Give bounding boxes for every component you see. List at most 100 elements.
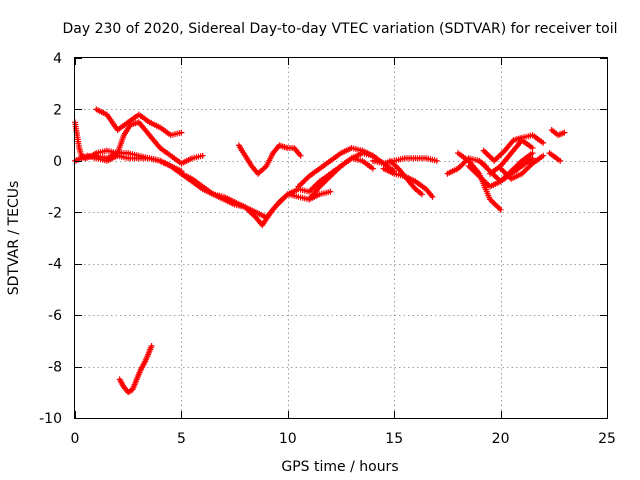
data-point	[297, 185, 300, 188]
data-point	[478, 175, 481, 178]
data-point	[318, 185, 321, 188]
data-point	[520, 139, 524, 142]
data-point	[180, 172, 183, 175]
x-axis-label: GPS time / hours	[281, 459, 398, 475]
data-point	[420, 193, 424, 196]
data-point	[265, 164, 268, 168]
data-point	[403, 175, 406, 178]
data-point	[212, 193, 215, 196]
data-point	[456, 151, 460, 155]
data-point	[86, 154, 90, 157]
data-point	[169, 154, 172, 157]
data-point	[371, 167, 375, 170]
y-axis-label: SDTVAR / TECUs	[6, 181, 22, 296]
y-tick-label: 2	[53, 102, 62, 118]
data-point	[350, 157, 353, 160]
series-arc-17	[480, 132, 547, 164]
data-point	[137, 121, 140, 124]
data-point	[382, 167, 385, 170]
data-point	[403, 157, 406, 160]
data-point	[122, 133, 126, 137]
data-point	[137, 157, 140, 160]
data-point	[520, 172, 524, 175]
data-point	[169, 164, 172, 168]
data-point	[435, 159, 438, 163]
data-point	[139, 367, 143, 371]
data-point	[148, 121, 151, 124]
series-arc-4	[93, 119, 206, 167]
x-tick-label: 20	[492, 431, 510, 447]
data-point	[414, 187, 417, 191]
data-point	[563, 131, 566, 134]
data-point	[361, 159, 364, 163]
data-point	[510, 177, 513, 181]
data-point	[531, 157, 534, 160]
data-point	[105, 157, 109, 160]
data-point	[318, 180, 321, 183]
data-point	[127, 121, 130, 124]
y-tick-label: -2	[48, 205, 62, 221]
data-point	[190, 177, 194, 181]
x-tick-label: 15	[385, 431, 403, 447]
series-arc-16	[465, 150, 536, 190]
data-point	[148, 133, 151, 137]
data-point	[78, 146, 81, 150]
data-point	[542, 154, 545, 157]
data-point	[127, 157, 130, 160]
data-point	[424, 157, 428, 160]
data-point	[158, 126, 162, 129]
data-point	[510, 151, 513, 155]
data-point	[556, 133, 560, 137]
data-point	[261, 223, 264, 227]
data-point	[244, 154, 247, 157]
series-arc-19	[497, 152, 547, 182]
data-point	[318, 193, 321, 196]
x-tick-label: 10	[279, 431, 297, 447]
data-point	[446, 172, 449, 175]
series-markers	[295, 145, 398, 190]
data-point	[371, 154, 375, 157]
plot-frame	[74, 57, 608, 419]
data-point	[158, 159, 162, 163]
data-point	[129, 123, 132, 127]
series-arc-9	[306, 155, 376, 203]
series-arc-12	[386, 157, 425, 198]
chart-title: Day 230 of 2020, Sidereal Day-to-day VTE…	[62, 21, 617, 37]
series-markers	[386, 157, 425, 198]
y-tick-labels: -10 -8 -6 -4 -2 0 2 4	[39, 51, 62, 427]
data-point	[531, 146, 534, 150]
gridlines	[75, 58, 607, 418]
data-point	[75, 133, 79, 137]
data-point	[510, 169, 513, 173]
series-arc-22	[116, 343, 155, 396]
data-point	[482, 149, 485, 152]
data-point	[250, 164, 253, 168]
data-point	[499, 167, 502, 170]
data-point	[393, 172, 396, 175]
data-point	[410, 182, 413, 186]
data-point	[424, 187, 428, 191]
data-point	[493, 159, 496, 163]
data-point	[80, 157, 83, 160]
data-point	[499, 208, 502, 211]
data-point	[244, 205, 247, 209]
series-arc-21	[548, 127, 568, 139]
y-tick-label: -6	[48, 308, 62, 324]
data-point	[293, 146, 296, 150]
data-point	[127, 151, 130, 155]
data-point	[118, 378, 121, 381]
data-point	[318, 167, 321, 170]
data-point	[329, 190, 332, 193]
data-point	[329, 159, 332, 163]
x-tick-label: 5	[177, 431, 186, 447]
data-point	[456, 167, 460, 170]
y-tick-label: -4	[48, 257, 62, 273]
data-point	[95, 108, 98, 111]
data-point	[256, 172, 260, 175]
data-point	[414, 157, 417, 160]
data-point	[233, 203, 236, 206]
series-arc-3	[93, 106, 185, 139]
data-point	[158, 146, 162, 150]
data-point	[137, 113, 140, 116]
